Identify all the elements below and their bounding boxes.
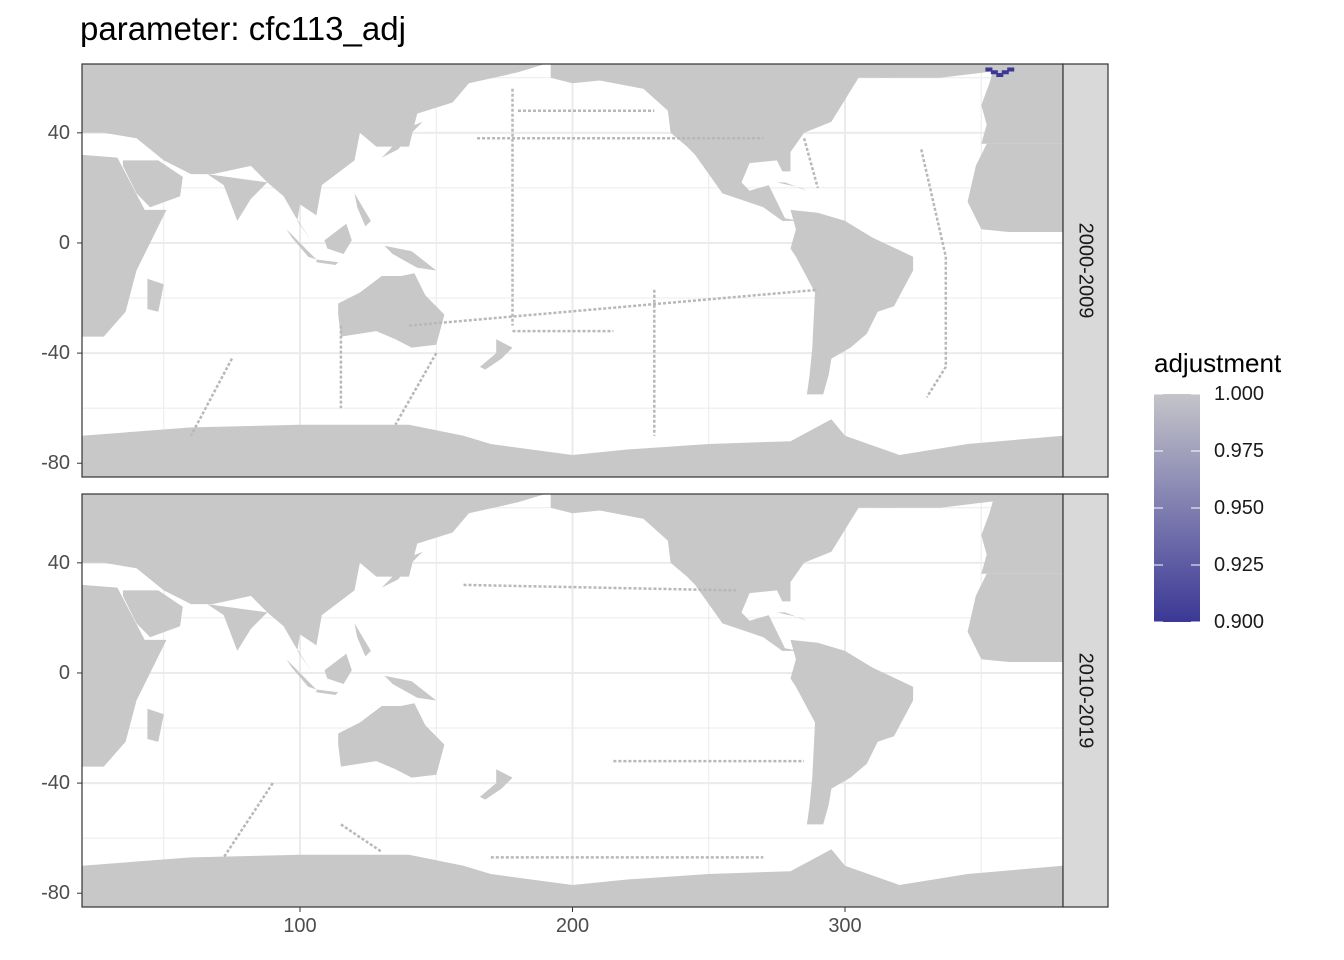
adjustment-cell [996,73,1004,78]
x-tick-label: 300 [828,915,861,937]
y-tick-label: 40 [48,122,70,144]
facet-strip-label: 2010-2019 [1075,653,1097,749]
land-layer [82,494,1063,907]
land-mass [82,849,1063,907]
land-mass [354,193,371,227]
legend-tick-label: 0.925 [1214,554,1264,576]
land-mass [207,604,268,651]
land-mass [354,623,371,657]
legend-tick-label: 1.000 [1214,383,1264,405]
land-mass [207,174,268,221]
land-mass [82,419,1063,477]
adjustment-cell [1007,67,1015,72]
land-mass [790,209,914,395]
land-mass [286,659,317,690]
land-mass [82,494,546,671]
y-tick-label: 0 [59,232,70,254]
y-tick-label: -40 [41,772,70,794]
land-mass [479,339,513,370]
facet-strip [1062,493,1109,908]
facet-panel-2010-2019: 2010-2019 40 0 -40 -80 100 200 300 [41,493,1109,937]
land-mass [122,160,183,208]
land-mass [82,64,546,241]
land-mass [82,584,167,767]
chart-title: parameter: cfc113_adj [80,10,406,47]
adjustment-cell [1001,70,1009,75]
land-mass [324,223,352,254]
cruise-track [189,358,234,437]
adjustment-cell [990,70,998,75]
land-mass [877,64,954,78]
cruise-track [925,256,948,398]
cruise-track [408,288,818,327]
land-mass [877,494,954,508]
land-mass [550,64,1063,221]
land-mass [147,708,164,742]
land-mass [790,639,914,825]
land-mass [384,245,437,271]
land-mass [981,64,1063,144]
y-tick-label: 0 [59,662,70,684]
legend-title: adjustment [1154,348,1282,378]
land-mass [384,675,437,701]
land-mass [82,154,167,337]
land-mass [967,573,1063,662]
land-mass [550,494,1063,651]
y-tick-label: 40 [48,552,70,574]
legend-tick-label: 0.975 [1214,440,1264,462]
land-mass [479,769,513,800]
y-tick-label: -80 [41,452,70,474]
cruise-track [394,352,438,426]
legend-tick-label: 0.900 [1214,611,1264,633]
facet-strip-label: 2000-2009 [1075,223,1097,319]
x-tick-label: 100 [283,915,316,937]
cruise-track [802,137,820,189]
land-mass [122,590,183,638]
cruise-track [463,583,737,592]
facet-strip [1062,63,1109,478]
y-tick-label: -40 [41,342,70,364]
land-layer [82,64,1063,477]
cruise-track [340,823,383,853]
land-mass [316,259,339,265]
facet-panel-2000-2009: 2000-2009 40 0 -40 -80 [41,63,1109,478]
land-mass [286,229,317,260]
land-mass [967,143,1063,232]
land-mass [338,703,445,778]
x-tick-label: 200 [556,915,589,937]
y-tick-label: -80 [41,882,70,904]
land-mass [324,653,352,684]
land-mass [147,278,164,312]
land-mass [381,121,423,158]
adjustment-cell [985,67,993,72]
land-mass [338,273,445,348]
cruise-track [920,149,948,257]
land-mass [981,494,1063,574]
legend-tick-label: 0.950 [1214,497,1264,519]
land-mass [316,689,339,695]
land-mass [381,551,423,588]
